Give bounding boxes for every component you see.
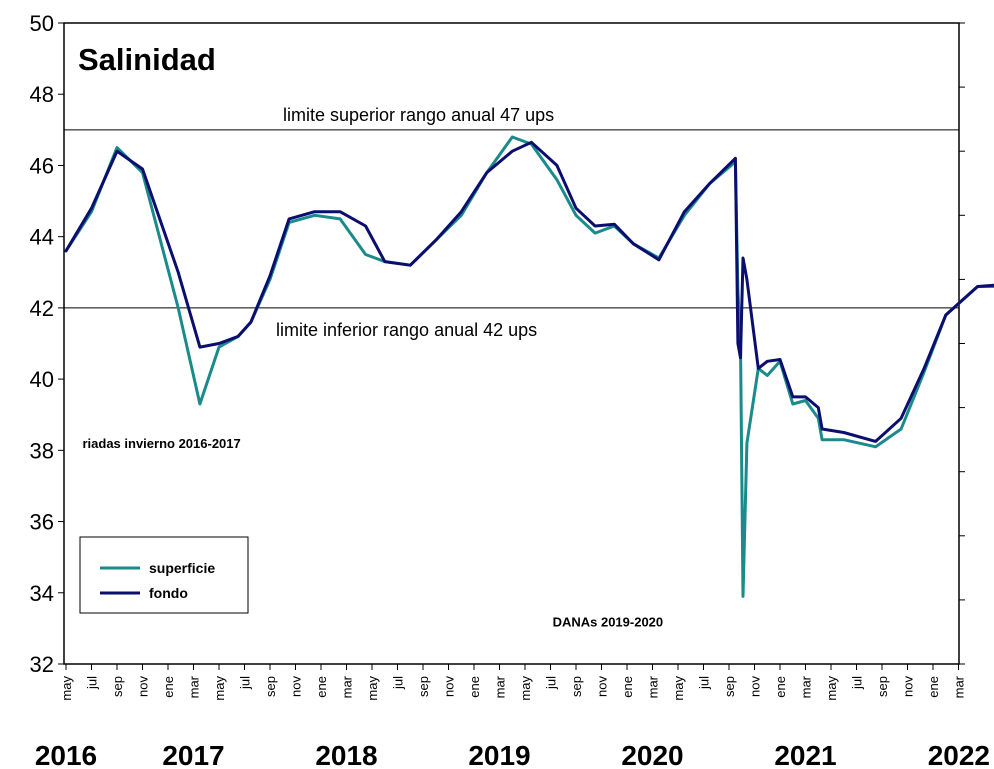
- y-tick-label: 40: [30, 367, 54, 392]
- x-tick-label: jul: [391, 676, 406, 690]
- x-tick-label: ene: [314, 676, 329, 698]
- x-tick-label: mar: [646, 675, 661, 698]
- year-label: 2019: [468, 740, 530, 769]
- x-tick-label: jul: [697, 676, 712, 690]
- y-tick-label: 38: [30, 438, 54, 463]
- x-tick-label: nov: [442, 676, 457, 697]
- x-tick-label: may: [824, 676, 839, 701]
- x-tick-label: sep: [416, 676, 431, 697]
- annotation-riadas: riadas invierno 2016-2017: [82, 436, 240, 451]
- legend-label-superficie: superficie: [149, 560, 215, 576]
- y-tick-label: 34: [30, 581, 54, 606]
- x-tick-label: nov: [901, 676, 916, 697]
- x-tick-label: nov: [748, 676, 763, 697]
- legend-box: [79, 536, 249, 614]
- x-tick-label: mar: [187, 675, 202, 698]
- x-tick-label: may: [365, 676, 380, 701]
- x-tick-label: jul: [544, 676, 559, 690]
- x-tick-label: mar: [952, 675, 967, 698]
- legend-label-fondo: fondo: [149, 585, 188, 601]
- x-tick-label: may: [518, 676, 533, 701]
- x-tick-label: sep: [263, 676, 278, 697]
- y-axis: 32 34 36 38 40 42 44 46 48 50: [30, 11, 64, 677]
- series-line-fondo: [64, 140, 994, 443]
- x-tick-label: ene: [773, 676, 788, 698]
- annotation-danas: DANAs 2019-2020: [553, 614, 664, 629]
- year-label: 2016: [35, 740, 97, 769]
- y-tick-label: 36: [30, 510, 54, 535]
- x-tick-label: nov: [289, 676, 304, 697]
- chart-title: Salinidad: [78, 42, 216, 77]
- x-tick-label: ene: [467, 676, 482, 698]
- year-label: 2021: [774, 740, 836, 769]
- x-tick-label: jul: [850, 676, 865, 690]
- x-tick-label: may: [59, 676, 74, 701]
- y-tick-label: 32: [30, 652, 54, 677]
- year-label: 2020: [621, 740, 683, 769]
- ref-label-upper: limite superior rango anual 47 ups: [283, 105, 554, 125]
- year-label: 2022: [928, 740, 990, 769]
- x-tick-label: mar: [340, 675, 355, 698]
- x-tick-label: may: [212, 676, 227, 701]
- x-tick-label: jul: [85, 676, 100, 690]
- x-tick-label: nov: [136, 676, 151, 697]
- series-layer: [64, 135, 994, 598]
- y-axis-right: [959, 22, 965, 665]
- x-axis: may jul sep nov ene mar may jul sep nov ene mar may j…: [59, 664, 967, 701]
- x-tick-label: mar: [493, 675, 508, 698]
- x-tick-label: mar: [799, 675, 814, 698]
- y-tick-label: 44: [30, 225, 54, 250]
- y-tick-label: 48: [30, 82, 54, 107]
- x-tick-label: ene: [620, 676, 635, 698]
- year-labels: 2016 2017 2018 2019 2020 2021 2022: [35, 740, 990, 769]
- x-tick-label: ene: [161, 676, 176, 698]
- x-tick-label: ene: [926, 676, 941, 698]
- x-tick-label: jul: [238, 676, 253, 690]
- x-tick-label: sep: [875, 676, 890, 697]
- x-tick-label: nov: [595, 676, 610, 697]
- x-tick-label: sep: [569, 676, 584, 697]
- x-tick-label: sep: [110, 676, 125, 697]
- year-label: 2018: [315, 740, 377, 769]
- x-tick-label: may: [671, 676, 686, 701]
- ref-label-lower: limite inferior rango anual 42 ups: [276, 320, 537, 340]
- legend: superficie fondo: [79, 536, 249, 614]
- y-tick-label: 46: [30, 153, 54, 178]
- reference-lines: limite superior rango anual 47 ups limit…: [64, 105, 959, 340]
- y-tick-label: 50: [30, 11, 54, 36]
- year-label: 2017: [162, 740, 224, 769]
- x-tick-label: sep: [722, 676, 737, 697]
- y-tick-label: 42: [30, 296, 54, 321]
